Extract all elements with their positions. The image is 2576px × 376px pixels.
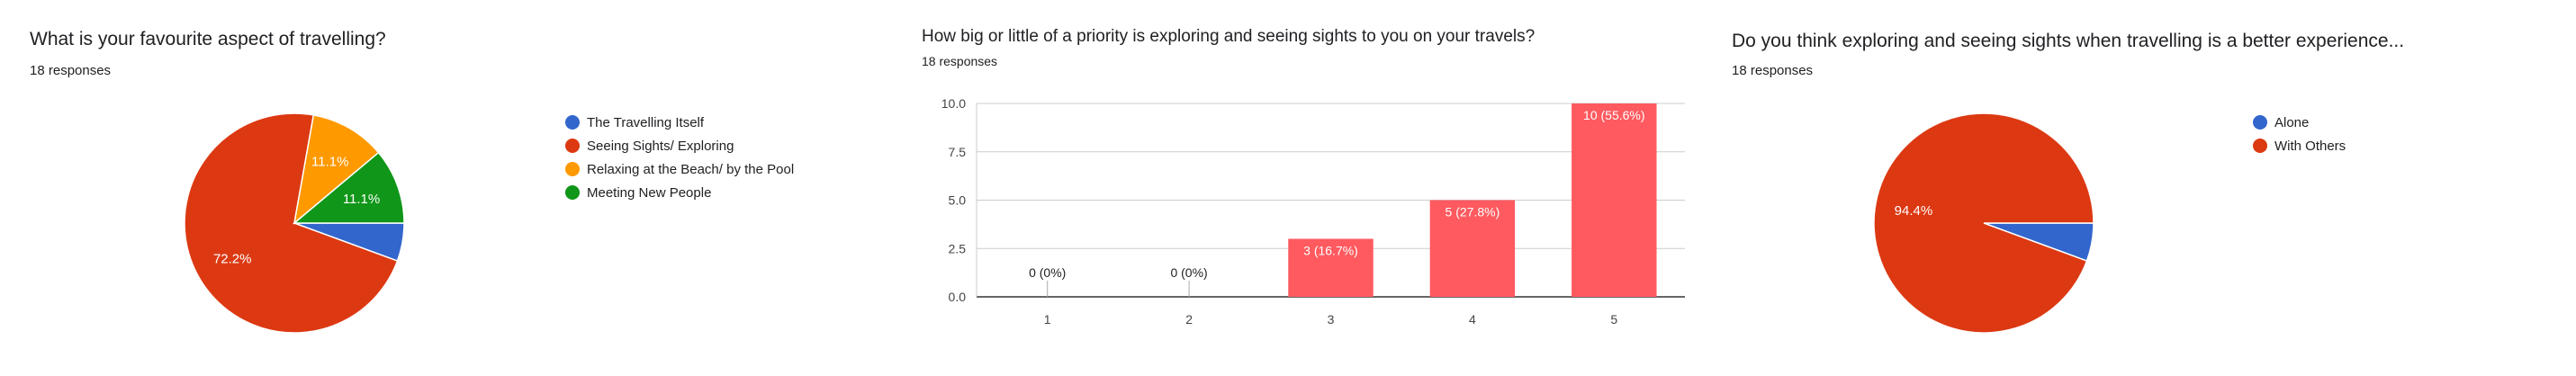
y-tick-label: 7.5 bbox=[949, 145, 967, 159]
legend-swatch bbox=[565, 139, 580, 153]
bar-chart-priority: 0.0 2.5 5.0 7.5 10.0 0 (0%) 1 0 (0%) 2 3 (16.7%) 3… bbox=[941, 96, 1685, 327]
x-tick-label: 4 bbox=[1469, 312, 1476, 327]
bar-label: 10 (55.6%) bbox=[1583, 108, 1644, 122]
legend-item: Seeing Sights/ Exploring bbox=[565, 134, 794, 157]
legend: The Travelling Itself Seeing Sights/ Expl… bbox=[565, 111, 794, 204]
chart-title: What is your favourite aspect of travell… bbox=[30, 29, 386, 49]
bar-4 bbox=[1429, 200, 1516, 297]
bar-label: 3 (16.7%) bbox=[1303, 244, 1358, 258]
y-tick-label: 10.0 bbox=[941, 96, 966, 111]
legend-label: Relaxing at the Beach/ by the Pool bbox=[587, 161, 795, 177]
bar-5 bbox=[1572, 103, 1657, 297]
chart-panel-favourite-aspect: What is your favourite aspect of travell… bbox=[0, 0, 900, 376]
slice-label: 72.2% bbox=[213, 252, 252, 267]
bar-label: 0 (0%) bbox=[1029, 265, 1066, 280]
chart-panel-priority: How big or little of a priority is explo… bbox=[900, 0, 1710, 376]
chart-title: How big or little of a priority is explo… bbox=[922, 27, 1536, 46]
pie-chart-favourite-aspect: 72.2% 11.1% 11.1% bbox=[184, 112, 405, 334]
legend-swatch bbox=[565, 162, 580, 176]
legend-swatch bbox=[565, 185, 580, 200]
legend-label: Alone bbox=[2274, 114, 2310, 130]
x-tick-label: 1 bbox=[1044, 312, 1051, 327]
x-tick-label: 3 bbox=[1328, 312, 1335, 327]
legend-label: The Travelling Itself bbox=[587, 114, 705, 130]
pie-slice-meeting-new-people bbox=[292, 151, 405, 224]
slice-label: 11.1% bbox=[343, 192, 380, 207]
y-tick-label: 5.0 bbox=[949, 193, 967, 208]
pie-slice-relaxing-at-the-beach-by-the-pool bbox=[293, 114, 380, 225]
slice-label: 11.1% bbox=[311, 154, 348, 169]
legend-label: Meeting New People bbox=[587, 184, 712, 201]
chart-title: Do you think exploring and seeing sights… bbox=[1732, 31, 2405, 51]
bar-label: 5 (27.8%) bbox=[1446, 205, 1500, 219]
x-tick-label: 2 bbox=[1185, 312, 1193, 327]
bar-3 bbox=[1288, 238, 1374, 297]
y-tick-label: 0.0 bbox=[949, 290, 967, 304]
slice-label: 94.4% bbox=[1895, 203, 1933, 219]
legend-item: The Travelling Itself bbox=[565, 111, 794, 134]
pie-chart-alone-or-others: 94.4% bbox=[1873, 112, 2094, 334]
legend-item: Alone bbox=[2253, 111, 2346, 134]
response-count: 18 responses bbox=[922, 54, 998, 68]
chart-panel-alone-or-others: Do you think exploring and seeing sights… bbox=[1710, 0, 2576, 376]
y-tick-label: 2.5 bbox=[949, 241, 967, 255]
bar-label: 0 (0%) bbox=[1170, 265, 1207, 280]
legend-item: Relaxing at the Beach/ by the Pool bbox=[565, 157, 794, 181]
legend-swatch bbox=[565, 115, 580, 130]
legend-item: With Others bbox=[2253, 134, 2346, 157]
legend-label: With Others bbox=[2274, 138, 2346, 154]
response-count: 18 responses bbox=[1732, 63, 1814, 78]
response-count: 18 responses bbox=[30, 63, 112, 78]
legend-swatch bbox=[2253, 115, 2267, 130]
x-tick-label: 5 bbox=[1610, 312, 1617, 327]
pie-slice-seeing-sights-exploring bbox=[184, 112, 399, 334]
legend-item: Meeting New People bbox=[565, 181, 794, 204]
pie-slice-with-others bbox=[1873, 112, 2094, 334]
legend-swatch bbox=[2253, 139, 2267, 153]
legend: Alone With Others bbox=[2253, 111, 2346, 157]
legend-label: Seeing Sights/ Exploring bbox=[587, 138, 734, 154]
